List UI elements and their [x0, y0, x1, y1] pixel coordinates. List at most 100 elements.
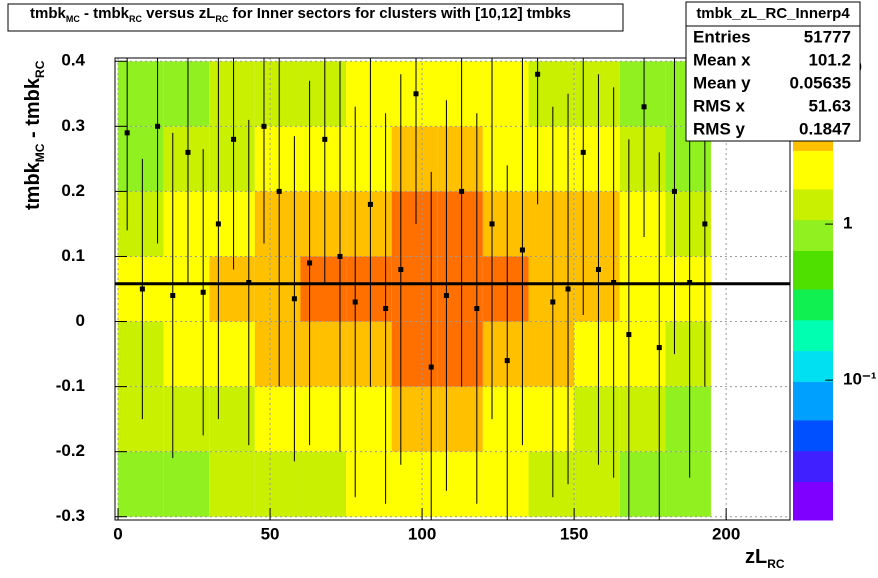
color-scale	[793, 250, 833, 259]
profile-point	[535, 71, 541, 77]
color-scale	[793, 473, 833, 482]
profile-point	[155, 123, 161, 129]
chart-title-part: tmbk	[30, 5, 66, 22]
profile-point	[367, 201, 373, 207]
heat-cell	[346, 191, 392, 257]
heat-cell	[209, 61, 255, 127]
heat-cell	[619, 61, 666, 127]
heat-cell	[391, 126, 438, 192]
x-tick-label: 100	[408, 524, 436, 543]
heat-cell	[482, 61, 529, 127]
heat-cell	[118, 191, 164, 257]
stats-box	[685, 1, 861, 142]
stats-label: RMS y	[693, 119, 746, 138]
heat-cell	[665, 321, 711, 387]
heat-cell	[574, 451, 620, 517]
stats-name: tmbk_zL_RC_Innerp4	[696, 5, 850, 22]
heat-cell	[391, 386, 438, 452]
profile-point	[519, 247, 525, 253]
profile-point	[139, 286, 145, 292]
stats-value: 51777	[804, 27, 851, 46]
frame	[114, 57, 791, 521]
color-scale	[793, 404, 833, 413]
heat-cell	[528, 451, 575, 517]
stats-label: Entries	[693, 27, 751, 46]
y-tick-label: -0.1	[56, 376, 85, 395]
profile-point	[459, 188, 465, 194]
heat-cell	[619, 451, 666, 517]
y-tick-label: 0.3	[61, 116, 85, 135]
z-tick-label: 10⁻¹	[843, 370, 877, 389]
color-scale	[793, 342, 833, 352]
color-scale	[793, 296, 833, 305]
chart-title-part: MC	[66, 14, 80, 24]
heat-cell	[482, 126, 529, 192]
color-scale	[793, 242, 833, 251]
heat-cell	[482, 321, 529, 387]
heat-cell	[300, 451, 347, 517]
profile-point	[200, 289, 206, 295]
x-axis-label: zLRC	[745, 546, 785, 571]
profile-point	[550, 299, 556, 305]
chart-title-part: RC	[129, 14, 142, 24]
heat-cell	[118, 386, 164, 452]
color-scale	[793, 235, 833, 244]
color-scale	[793, 496, 833, 506]
heat-cell	[391, 321, 438, 387]
color-scale	[793, 281, 833, 290]
profile-point	[428, 364, 434, 370]
color-scale	[793, 458, 833, 467]
color-scale	[793, 212, 833, 221]
profile-point	[626, 332, 632, 338]
profile-point	[352, 299, 358, 305]
color-scale	[793, 512, 833, 521]
stats-value: 0.1847	[799, 119, 851, 138]
color-scale	[793, 443, 833, 452]
y-axis-label-part: - tmbk	[22, 77, 44, 143]
color-scale	[793, 373, 833, 382]
profile-point	[276, 188, 282, 194]
heat-cell	[346, 61, 392, 127]
color-scale	[793, 389, 833, 398]
heat-cell	[482, 256, 529, 322]
z-tick-label: 1	[843, 214, 852, 233]
heat-cell	[482, 386, 529, 452]
heat-cell	[391, 451, 438, 517]
heat-cell	[619, 126, 666, 192]
profile-point	[443, 293, 449, 299]
x-axis-label-part: RC	[767, 557, 785, 571]
chart-title: tmbkMC - tmbkRC versus zLRC for Inner se…	[30, 5, 571, 24]
profile-point	[671, 188, 677, 194]
heat-cell	[619, 386, 666, 452]
stats-value: 0.05635	[790, 73, 851, 92]
heat-cell	[300, 191, 347, 257]
chart-title-part: versus zL	[142, 5, 215, 22]
heat-cell	[300, 321, 347, 387]
y-tick-label: 0	[76, 311, 85, 330]
heat-cell	[163, 191, 210, 257]
heat-cell	[391, 191, 438, 257]
profile-point	[641, 104, 647, 110]
stats-value: 51.63	[808, 96, 851, 115]
heat-cell	[300, 256, 347, 322]
heat-cell	[574, 191, 620, 257]
y-axis-label-part: tmbk	[22, 161, 44, 210]
chart-title-part: RC	[215, 14, 228, 24]
heat-cell	[665, 451, 711, 517]
profile-point	[398, 266, 404, 272]
heat-cell	[346, 256, 392, 322]
profile-point	[307, 260, 313, 266]
y-tick-label: -0.3	[56, 506, 85, 525]
heat-cell	[254, 321, 301, 387]
heat-cell	[437, 321, 483, 387]
color-scale	[793, 435, 833, 444]
color-scale	[793, 304, 833, 313]
color-scale	[793, 219, 833, 228]
heat-cell	[163, 61, 210, 127]
profile-point	[656, 345, 662, 351]
heat-cell	[118, 126, 164, 192]
color-scale	[793, 142, 833, 151]
heat-cell	[391, 256, 438, 322]
heat-cell	[346, 321, 392, 387]
heat-cell	[118, 321, 164, 387]
